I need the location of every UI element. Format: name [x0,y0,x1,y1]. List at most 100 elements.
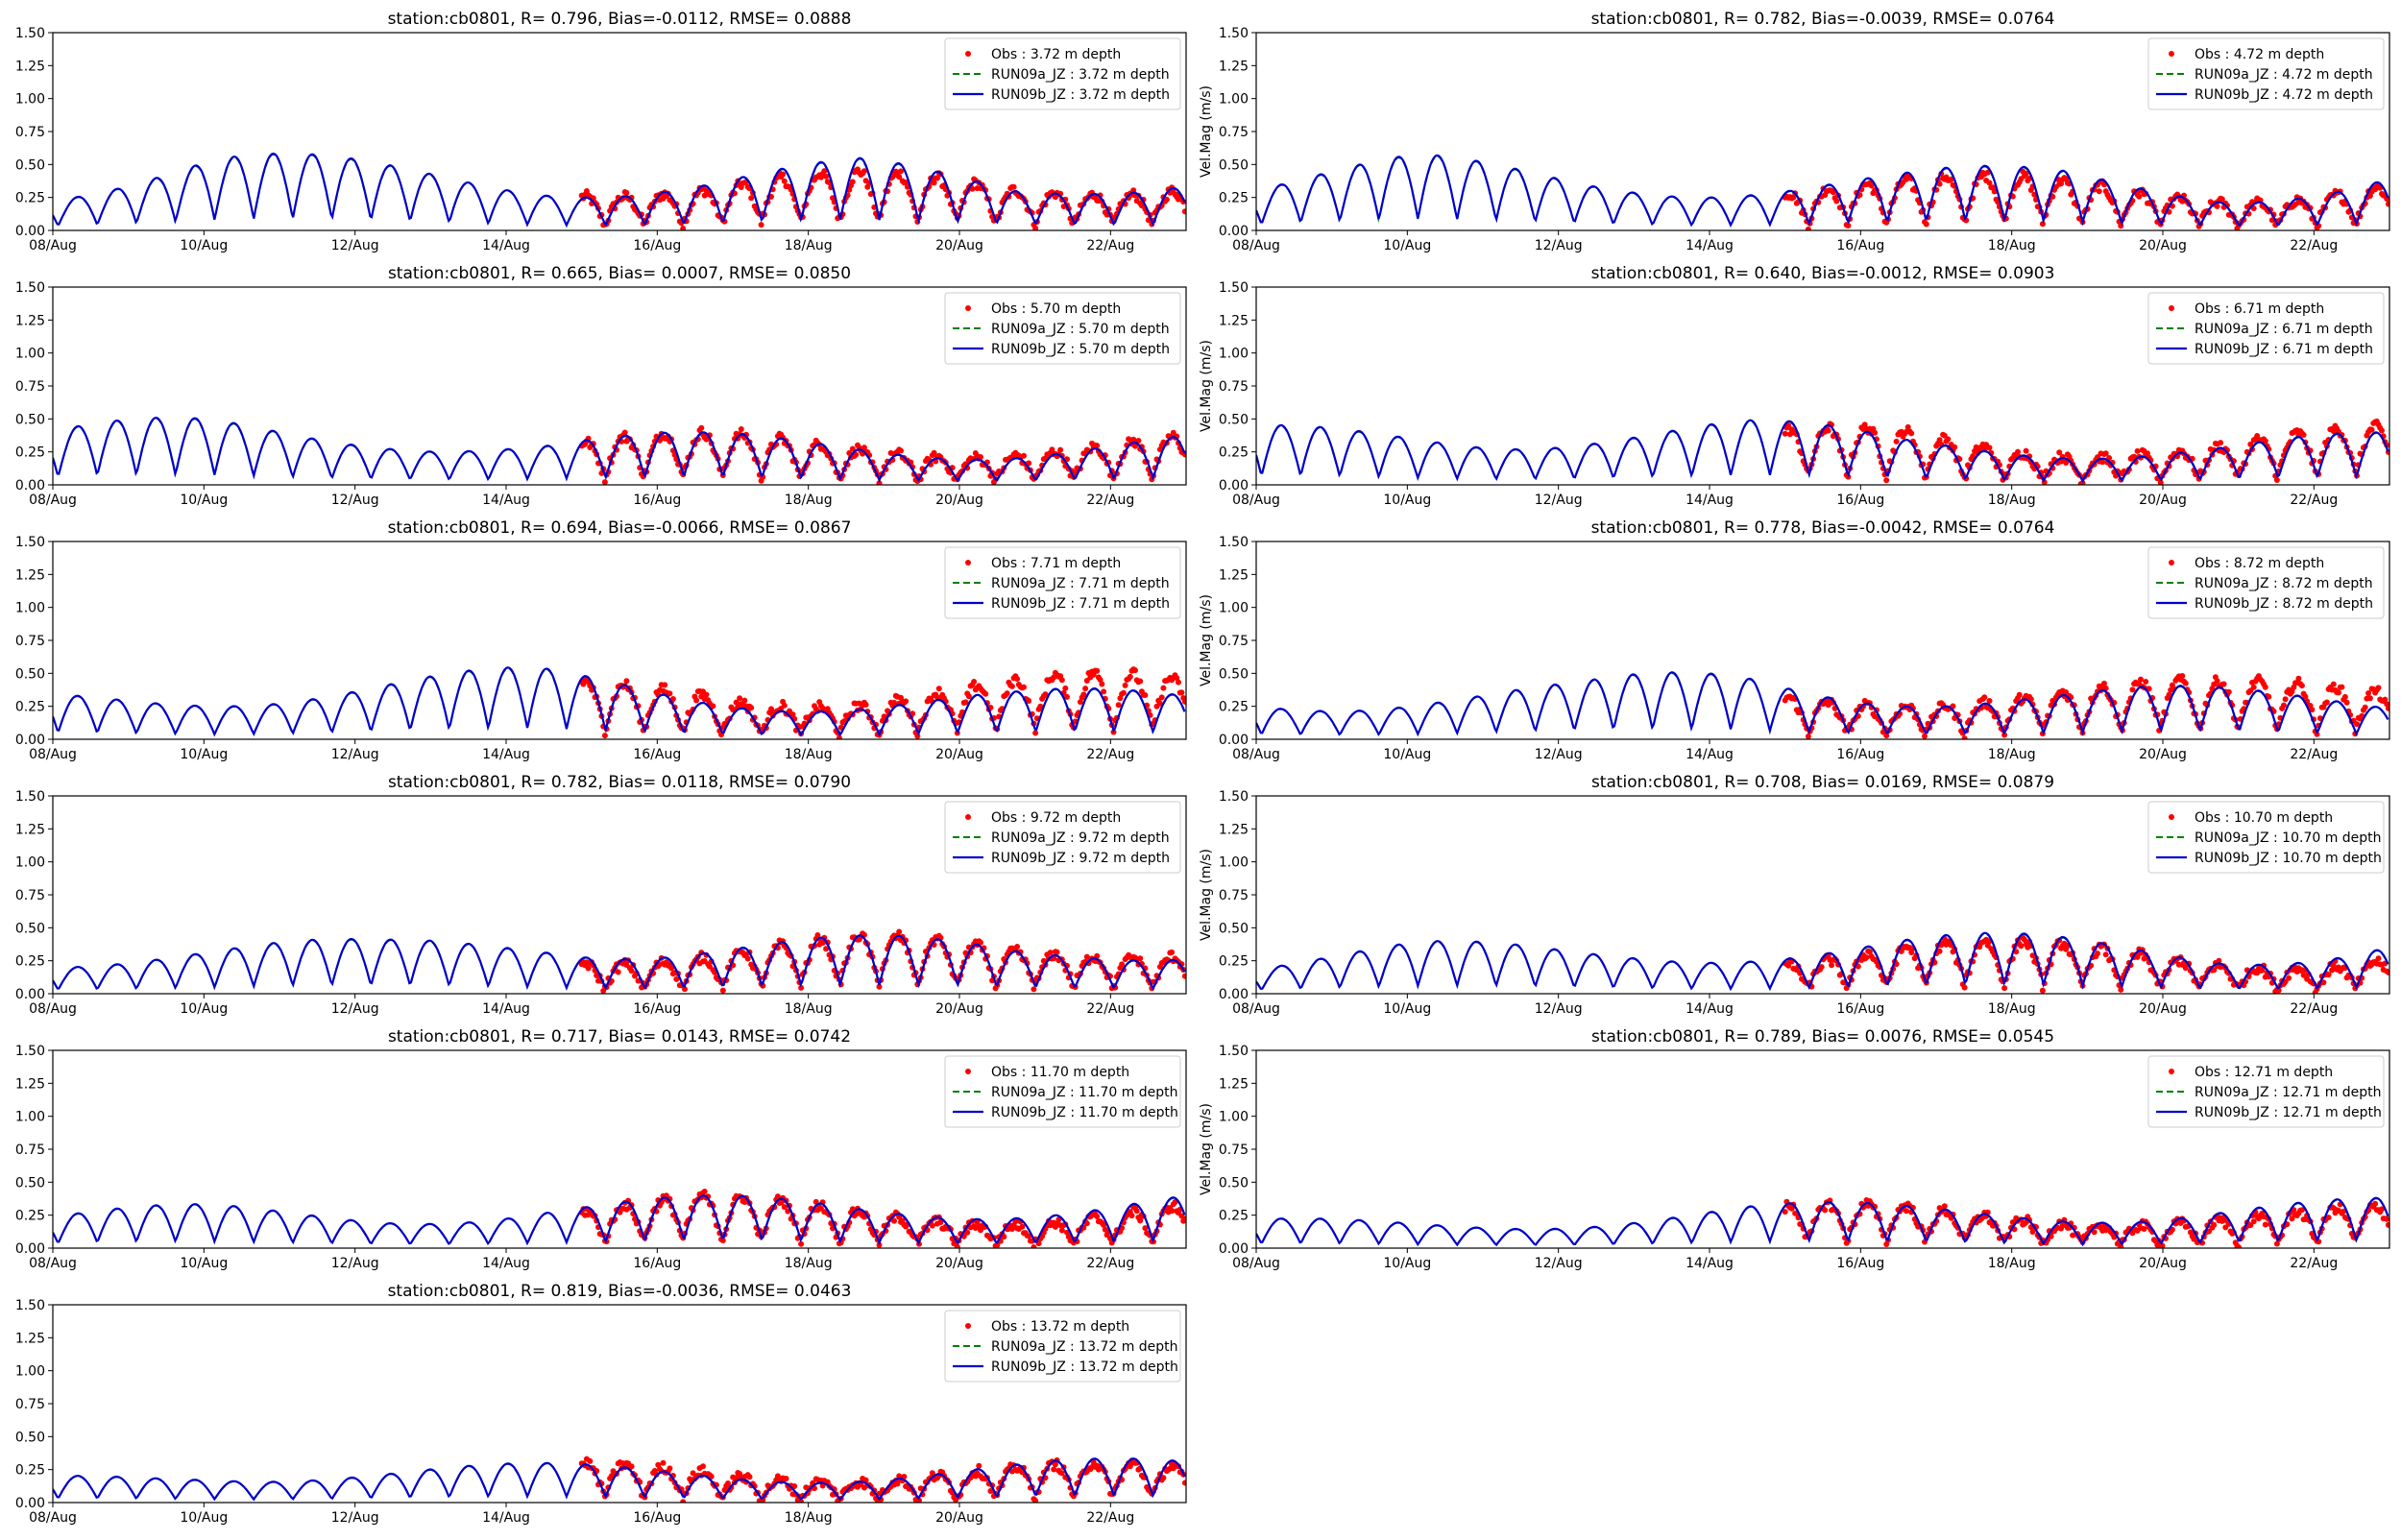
legend-label: RUN09a_JZ : 7.71 m depth [991,576,1170,591]
plot-area [53,152,1186,230]
series-run09b-line [53,1194,1186,1246]
obs-point [1883,477,1890,484]
obs-point [971,679,978,685]
obs-point [1991,188,1998,195]
legend-label: Obs : 11.70 m depth [991,1065,1129,1080]
legend-label: Obs : 9.72 m depth [991,810,1121,826]
obs-point [1137,1217,1144,1224]
obs-point [1805,226,1811,230]
obs-point [2027,696,2034,703]
subplot-title: station:cb0801, R= 0.778, Bias=-0.0042, … [1591,518,2055,538]
obs-point [1163,196,1170,203]
obs-point [2385,1221,2389,1228]
obs-point [1160,685,1167,691]
x-tick-label: 18/Aug [1988,747,2036,762]
obs-point [1119,961,1126,968]
obs-point [1019,1223,1026,1230]
obs-point [2325,972,2332,978]
obs-point [954,1243,960,1248]
legend-item: Obs : 8.72 m depth [2169,556,2324,571]
y-tick-label: 0.25 [15,1209,45,1224]
y-tick-label: 1.00 [15,1110,45,1125]
obs-point [819,940,826,946]
obs-point [2336,689,2341,696]
legend-item: Obs : 3.72 m depth [965,47,1121,62]
obs-point [2039,221,2046,228]
obs-point [1936,180,1943,187]
obs-point [1127,673,1133,680]
obs-point [1830,189,1836,196]
obs-point [1825,427,1831,434]
legend-item: RUN09b_JZ : 7.71 m depth [953,596,1170,612]
x-tick-label: 12/Aug [331,238,379,253]
y-tick-label: 0.75 [15,634,45,649]
legend-label: RUN09a_JZ : 5.70 m depth [991,322,1170,337]
obs-point [1941,1203,1948,1210]
obs-point [1805,734,1811,739]
obs-point [680,1499,687,1503]
axes-frame [52,32,1187,231]
obs-point [931,180,937,186]
series-obs-points [1782,934,2389,994]
y-tick-label: 0.25 [15,191,45,206]
subplot-title: station:cb0801, R= 0.717, Bias= 0.0143, … [388,1027,851,1047]
obs-point [1952,444,1958,450]
obs-point [2023,447,2029,454]
obs-point [2099,459,2106,466]
obs-point [693,697,700,704]
obs-point [781,1204,788,1211]
obs-point [1863,954,1870,961]
legend-box [2147,292,2385,365]
obs-point [733,1475,740,1481]
obs-point [914,733,921,739]
obs-point [601,733,608,739]
obs-point [1094,1214,1101,1219]
series-obs-points [578,666,1186,739]
y-tick-label: 0.75 [15,1397,45,1412]
x-tick-label: 10/Aug [1383,747,1431,762]
subplot-title: station:cb0801, R= 0.665, Bias= 0.0007, … [388,264,851,283]
obs-point [2095,950,2100,957]
y-tick-label: 1.25 [1219,822,1249,837]
obs-point [1174,675,1180,682]
legend-obs-marker [965,560,971,565]
obs-point [2295,675,2302,682]
legend-label: Obs : 8.72 m depth [2195,556,2324,571]
x-tick-label: 16/Aug [1836,1001,1884,1017]
x-tick-label: 10/Aug [1383,1001,1431,1017]
obs-point [1120,689,1127,696]
y-tick-label: 0.50 [1219,412,1249,427]
obs-point [836,734,842,739]
legend: Obs : 8.72 m depth RUN09a_JZ : 8.72 m dep… [2147,546,2385,619]
x-tick-label: 22/Aug [1086,747,1134,762]
obs-point [1032,730,1039,736]
y-tick-label: 1.00 [15,1364,45,1380]
y-tick-label: 0.25 [1219,954,1249,970]
obs-point [680,226,687,230]
obs-point [1031,986,1037,993]
plot-area [53,416,1186,485]
obs-point [1936,948,1943,954]
x-tick-label: 20/Aug [2139,747,2187,762]
x-tick-label: 18/Aug [785,1256,833,1271]
obs-point [982,690,989,697]
y-tick-label: 1.25 [15,822,45,837]
series-run09b-line [53,934,1186,991]
obs-point [1132,667,1138,674]
obs-point [781,178,788,184]
x-tick-label: 14/Aug [1686,493,1734,508]
obs-point [2216,957,2222,964]
x-tick-label: 12/Aug [331,1001,379,1017]
x-tick-label: 10/Aug [180,747,228,762]
obs-point [1049,446,1055,453]
obs-point [737,695,743,702]
obs-point [1922,733,1928,739]
obs-point [1031,1244,1037,1248]
obs-point [748,705,755,711]
y-tick-label: 1.50 [15,789,45,805]
legend-item: RUN09a_JZ : 10.70 m depth [2156,830,2382,846]
obs-point [823,946,830,952]
x-tick-label: 12/Aug [331,1510,379,1526]
obs-point [2300,432,2307,438]
